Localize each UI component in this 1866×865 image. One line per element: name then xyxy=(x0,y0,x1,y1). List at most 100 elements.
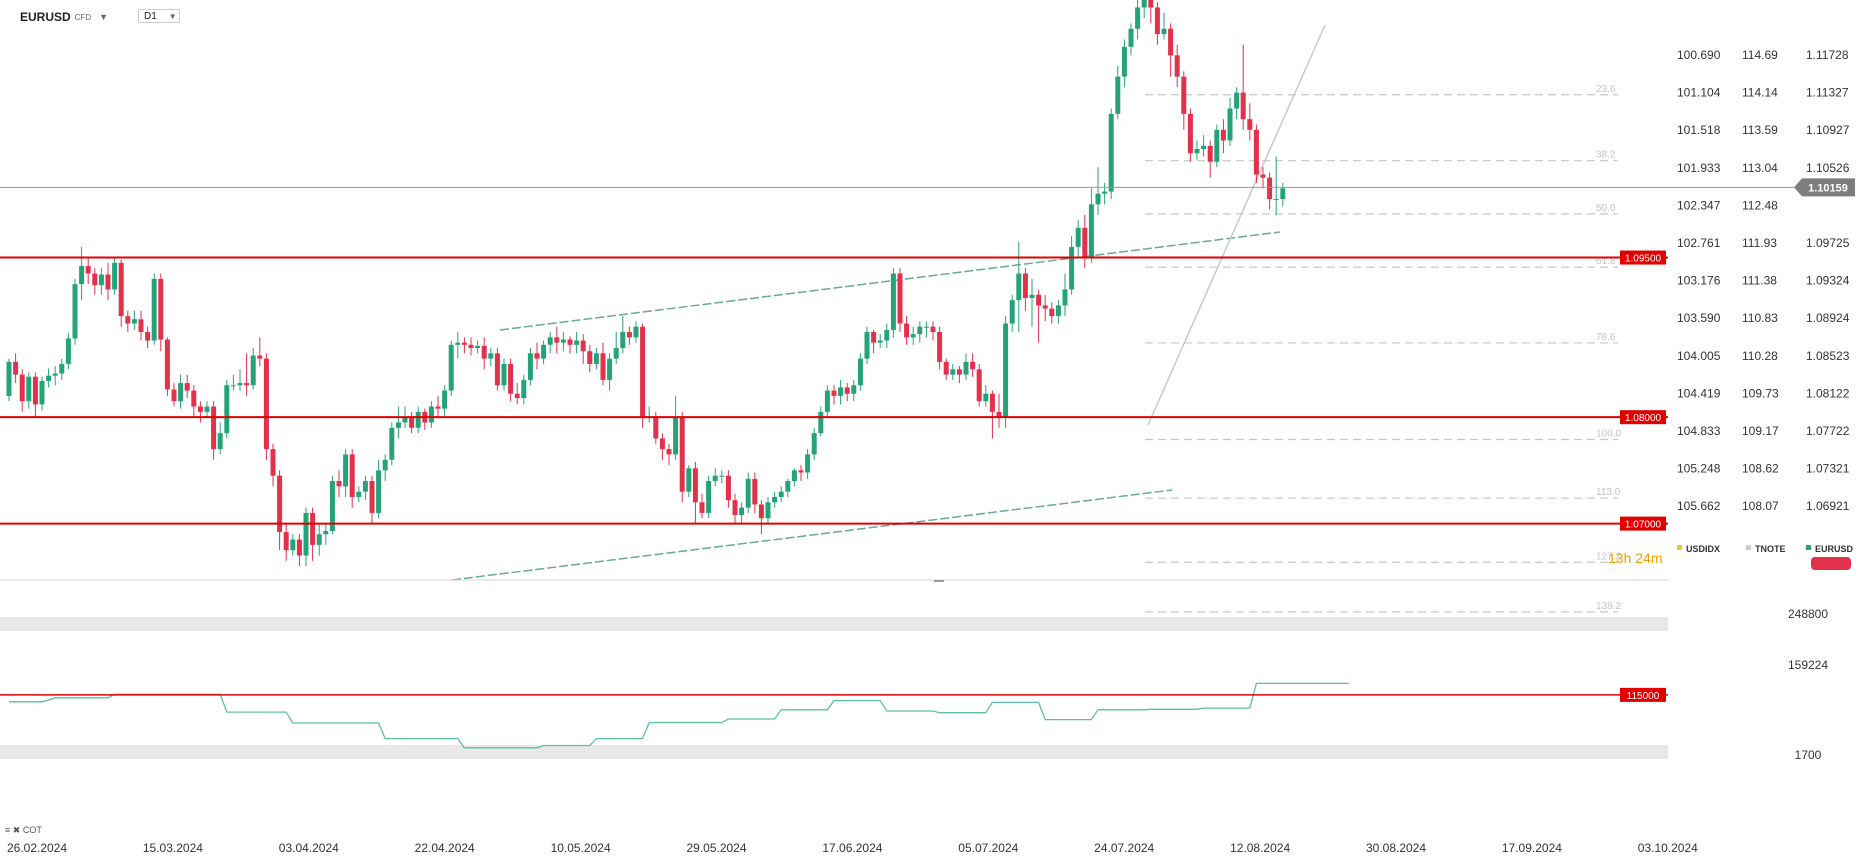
candle-body xyxy=(92,273,98,286)
fib-level-label: 127.2 xyxy=(1596,551,1621,562)
cot-panel[interactable]: 115000 xyxy=(0,617,1668,759)
candle xyxy=(600,342,606,386)
candle-body xyxy=(752,478,758,505)
axis-tick-eurusd: 1.07321 xyxy=(1806,462,1850,476)
candle xyxy=(633,321,639,343)
candle xyxy=(1135,0,1141,40)
level-label: 1.08000 xyxy=(1625,413,1662,424)
candle-body xyxy=(461,342,467,345)
candle-body xyxy=(1029,294,1035,298)
candle xyxy=(158,273,164,352)
candle xyxy=(1049,302,1055,324)
candle xyxy=(963,353,969,380)
candle xyxy=(290,534,296,556)
candle-body xyxy=(26,376,32,402)
candle-body xyxy=(838,387,844,396)
axis-tick-tnote: 113.04 xyxy=(1742,161,1778,175)
axis-tick-tnote: 112.48 xyxy=(1742,198,1778,212)
candle-body xyxy=(1082,227,1088,258)
symbol-type: CFD xyxy=(74,12,92,22)
close-icon[interactable]: ✖ xyxy=(12,825,21,835)
candle-body xyxy=(593,353,599,364)
candle-body xyxy=(409,417,415,428)
candle-body xyxy=(98,274,104,286)
candle xyxy=(1247,103,1253,141)
candle-body xyxy=(508,363,514,394)
menu-icon[interactable]: ≡ xyxy=(5,825,11,835)
candle xyxy=(897,268,903,333)
candle-body xyxy=(659,438,665,450)
candle-body xyxy=(79,266,85,285)
candle xyxy=(838,379,844,405)
candle-body xyxy=(923,326,929,328)
candle xyxy=(580,334,586,364)
cot-level-label: 115000 xyxy=(1627,691,1660,702)
candle xyxy=(818,406,824,437)
candle-body xyxy=(1207,145,1213,162)
candle-body xyxy=(547,337,553,345)
candle-body xyxy=(138,319,144,333)
candle xyxy=(92,268,98,295)
candle xyxy=(1055,300,1061,324)
date-tick: 22.04.2024 xyxy=(415,841,475,855)
legend-swatch xyxy=(1806,545,1811,550)
chevron-down-icon[interactable]: ▼ xyxy=(99,12,109,22)
candle xyxy=(191,385,197,418)
candle xyxy=(244,353,250,396)
fib-level-label: 138.2 xyxy=(1596,601,1621,612)
candle-body xyxy=(521,379,527,399)
candle xyxy=(950,363,956,380)
candle-body xyxy=(956,369,962,375)
candle xyxy=(864,326,870,364)
candle xyxy=(98,268,104,295)
candle xyxy=(620,316,626,354)
candle-body xyxy=(145,332,151,341)
candle-body xyxy=(1201,145,1207,149)
candle xyxy=(976,363,982,407)
candle xyxy=(336,470,342,497)
candle-body xyxy=(1267,177,1273,200)
candle-body xyxy=(613,348,619,359)
price-panel[interactable]: 0.023.638.250.061.878.6100.0113.0127.213… xyxy=(0,0,1855,613)
candle xyxy=(791,468,797,487)
candle-body xyxy=(976,369,982,402)
candle xyxy=(851,379,857,402)
axis-tick-usdidx: 101.933 xyxy=(1677,161,1721,175)
level-label: 1.09500 xyxy=(1625,254,1662,265)
timeframe-select[interactable]: D1 ▼ xyxy=(138,9,180,23)
candle-body xyxy=(633,326,639,338)
candle-body xyxy=(59,363,65,374)
level-label-box xyxy=(1620,250,1666,265)
candle-body xyxy=(910,334,916,338)
axis-tick-usdidx: 105.248 xyxy=(1677,462,1721,476)
candle-body xyxy=(376,470,382,513)
candle-body xyxy=(125,316,131,324)
candle-body xyxy=(349,454,355,497)
symbol-selector[interactable]: EURUSD CFD ▼ xyxy=(20,9,108,25)
candle xyxy=(745,472,751,513)
candle xyxy=(461,337,467,354)
candle xyxy=(706,475,712,519)
candle xyxy=(646,406,652,423)
candle xyxy=(1102,183,1108,205)
candle-body xyxy=(1049,308,1055,317)
candle xyxy=(468,337,474,356)
candle xyxy=(739,502,745,524)
price-axis: 100.690 101.104 101.518 101.933 102.347 102.7… xyxy=(1677,48,1850,762)
candle-body xyxy=(270,449,276,476)
legend-item: TNOTE xyxy=(1755,544,1786,554)
legend: USDIDX TNOTE EURUSD xyxy=(1677,544,1854,570)
axis-tick-tnote: 108.07 xyxy=(1742,499,1779,513)
candle-body xyxy=(1016,273,1022,301)
channel-lower-line xyxy=(451,489,1173,581)
candle xyxy=(224,379,230,439)
axis-tick-usdidx: 104.419 xyxy=(1677,386,1721,400)
candle xyxy=(1253,124,1259,184)
candle-body xyxy=(699,502,705,513)
candle-body xyxy=(541,344,547,359)
cot-indicator-label[interactable]: ≡ ✖ COT xyxy=(5,825,42,836)
candle xyxy=(52,366,58,386)
candle-body xyxy=(818,411,824,434)
date-tick: 03.10.2024 xyxy=(1638,841,1698,855)
